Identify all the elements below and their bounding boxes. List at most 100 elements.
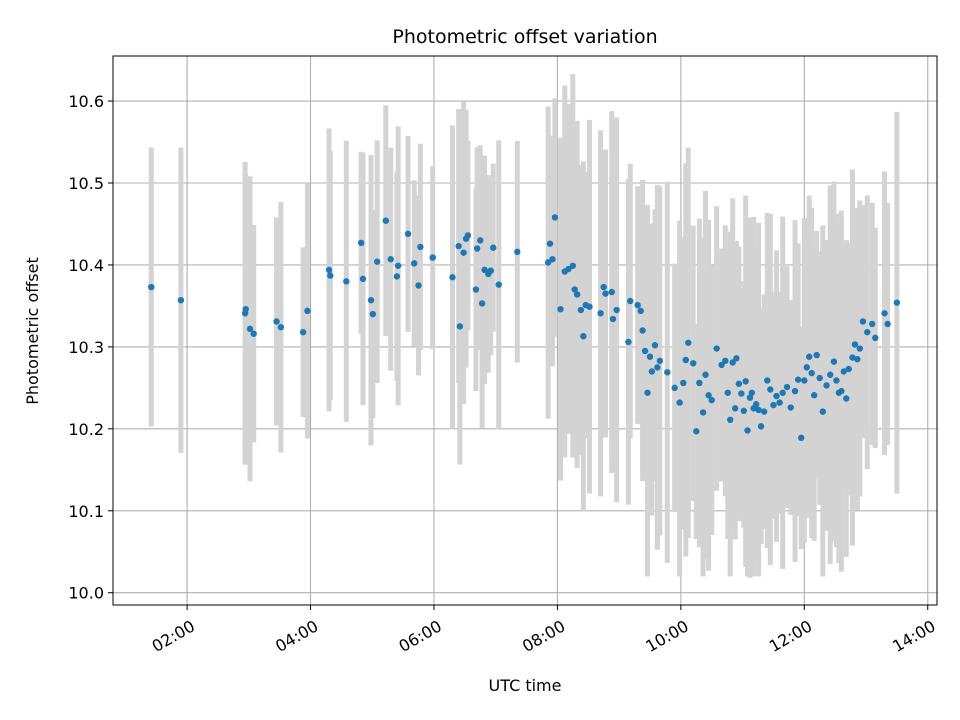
data-point	[731, 405, 739, 412]
data-point	[373, 258, 381, 265]
data-point	[411, 260, 418, 267]
data-point	[810, 392, 818, 399]
data-point	[742, 378, 749, 385]
data-point	[722, 357, 729, 365]
y-tick-label: 10.3	[68, 338, 104, 357]
data-point	[806, 353, 813, 360]
data-point	[394, 262, 402, 269]
data-point	[571, 286, 578, 293]
data-point	[838, 387, 845, 395]
data-point	[343, 278, 350, 285]
data-point	[359, 275, 367, 283]
data-point	[787, 404, 794, 411]
data-point	[779, 389, 786, 396]
data-point	[833, 377, 840, 384]
data-point	[689, 360, 697, 367]
data-point	[299, 328, 307, 336]
data-point	[773, 392, 780, 400]
data-point	[851, 341, 859, 348]
data-point	[481, 266, 488, 274]
data-point	[794, 376, 802, 383]
data-point	[586, 303, 593, 310]
data-point	[148, 283, 155, 291]
data-point	[819, 408, 827, 415]
data-point	[872, 334, 879, 342]
data-point	[696, 379, 703, 387]
y-tick-label: 10.4	[68, 256, 104, 275]
y-tick-label: 10.6	[68, 92, 104, 111]
data-point	[417, 243, 424, 251]
data-point	[884, 320, 891, 328]
data-point	[859, 318, 867, 325]
data-point	[387, 256, 394, 263]
data-point	[843, 395, 850, 402]
data-point	[648, 368, 656, 375]
data-point	[600, 283, 607, 291]
data-point	[613, 306, 620, 314]
data-point	[429, 254, 436, 261]
data-point	[250, 330, 257, 337]
chart-title: Photometric offset variation	[392, 26, 657, 48]
data-point	[641, 347, 649, 355]
data-point	[791, 387, 799, 395]
y-tick-label: 10.2	[68, 420, 104, 439]
data-point	[382, 217, 390, 224]
data-point	[845, 365, 852, 373]
data-point	[702, 371, 709, 378]
data-point	[273, 318, 280, 325]
data-point	[609, 315, 617, 323]
data-point	[646, 353, 654, 360]
data-point	[472, 286, 480, 293]
data-point	[708, 396, 715, 404]
plot-frame	[112, 55, 938, 606]
data-point	[415, 282, 422, 289]
data-point	[744, 427, 751, 434]
data-point	[856, 345, 864, 352]
data-point	[693, 428, 700, 435]
data-point	[755, 406, 762, 414]
data-point	[816, 374, 823, 382]
data-point	[246, 325, 254, 333]
data-point	[357, 239, 365, 247]
data-point	[277, 324, 285, 331]
data-point	[705, 392, 712, 399]
data-point	[733, 355, 740, 362]
data-point	[770, 401, 777, 409]
data-point	[729, 359, 736, 366]
y-tick-label: 10.0	[68, 584, 104, 603]
data-point	[808, 369, 815, 377]
data-point	[724, 389, 731, 396]
y-axis-label: Photometric offset	[23, 257, 42, 405]
data-point	[569, 262, 577, 269]
data-point	[757, 423, 765, 430]
data-point	[369, 310, 377, 318]
data-point	[893, 299, 901, 306]
data-points	[148, 214, 901, 442]
data-point	[477, 237, 484, 244]
data-point	[864, 328, 871, 336]
data-point	[803, 364, 810, 371]
data-point	[455, 242, 462, 250]
data-point	[634, 301, 641, 309]
data-point	[727, 416, 734, 424]
data-point	[577, 306, 585, 314]
data-point	[242, 305, 249, 313]
data-point	[740, 407, 748, 415]
y-tick-label: 10.5	[68, 174, 104, 193]
data-point	[637, 307, 644, 315]
data-point	[813, 351, 820, 359]
data-point	[798, 434, 805, 442]
data-point	[487, 267, 494, 274]
data-point	[495, 281, 502, 288]
data-point	[868, 320, 876, 328]
data-point	[830, 358, 838, 365]
data-point	[644, 389, 651, 396]
data-point	[718, 361, 725, 369]
data-point	[473, 245, 481, 252]
x-axis-label: UTC time	[489, 676, 562, 695]
data-point	[654, 364, 661, 371]
data-point	[840, 368, 847, 375]
data-point	[651, 342, 659, 349]
data-point	[639, 327, 646, 334]
data-point	[460, 249, 467, 256]
